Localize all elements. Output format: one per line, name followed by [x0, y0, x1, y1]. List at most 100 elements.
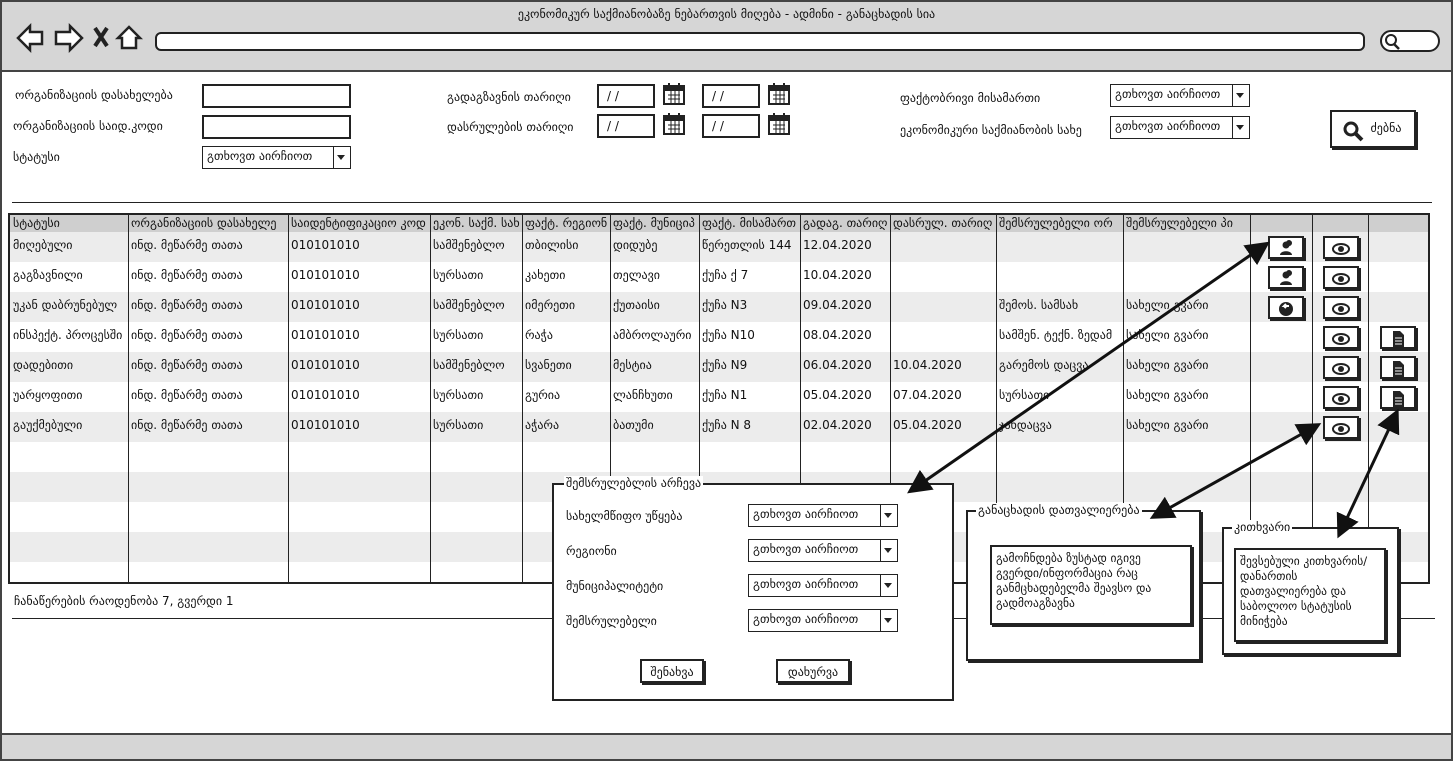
- table-cell: ქუჩა N10: [702, 328, 755, 342]
- eye-button[interactable]: [1323, 296, 1359, 319]
- person-button[interactable]: [1268, 236, 1304, 259]
- column-header: დასრულ. თარიღ: [893, 216, 993, 230]
- note-text: გამოჩნდება ზუსტად იგივე გვერდი/ინფორმაცი…: [990, 545, 1192, 625]
- table-cell: 010101010: [291, 298, 360, 312]
- calendar-icon[interactable]: [768, 83, 790, 105]
- table-cell: 08.04.2020: [803, 328, 872, 342]
- table-cell: სამშენ. ტექნ. ზედამ: [999, 328, 1113, 342]
- calendar-icon[interactable]: [663, 113, 685, 135]
- table-cell: სახელი გვარი: [1126, 418, 1209, 432]
- table-cell: 010101010: [291, 238, 360, 252]
- close-button[interactable]: დახურვა: [776, 659, 850, 683]
- doc-button[interactable]: [1380, 386, 1416, 409]
- date-input[interactable]: / /: [597, 84, 655, 108]
- date-input[interactable]: / /: [702, 84, 760, 108]
- person-button[interactable]: [1268, 266, 1304, 289]
- calendar-icon[interactable]: [768, 113, 790, 135]
- search-button[interactable]: ძებნა: [1330, 110, 1416, 148]
- table-cell: ინდ. მეწარმე თათა: [131, 268, 243, 282]
- dropdown-arrow: [1232, 117, 1249, 138]
- eye-button[interactable]: [1323, 266, 1359, 289]
- table-cell: 010101010: [291, 418, 360, 432]
- table-cell: სამშენებლო: [433, 298, 505, 312]
- select[interactable]: გთხოვთ აირჩიოთ: [748, 574, 898, 597]
- table-cell: ჯანდაცვა: [999, 418, 1052, 432]
- select[interactable]: გთხოვთ აირჩიოთ: [748, 504, 898, 527]
- table-cell: 07.04.2020: [893, 388, 962, 402]
- table-cell: დიდუბე: [613, 238, 658, 252]
- table-header: [10, 215, 1428, 232]
- table-cell: 10.04.2020: [803, 268, 872, 282]
- column-line: [610, 215, 611, 582]
- column-line: [699, 215, 700, 582]
- column-line: [522, 215, 523, 582]
- date-input[interactable]: / /: [702, 114, 760, 138]
- table-cell: 05.04.2020: [803, 388, 872, 402]
- filter-label: ფაქტობრივი მისამართი: [900, 91, 1041, 105]
- table-cell: სამშენებლო: [433, 358, 505, 372]
- filter-label: ორგანიზაციის დასახელება: [15, 88, 173, 102]
- table-cell: დადებითი: [13, 358, 74, 372]
- table-cell: მესტია: [613, 358, 652, 372]
- table-cell: 010101010: [291, 268, 360, 282]
- table-cell: 05.04.2020: [893, 418, 962, 432]
- table-cell: 09.04.2020: [803, 298, 872, 312]
- table-cell: ქუჩა N1: [702, 388, 748, 402]
- button-label: ძებნა: [1370, 121, 1402, 135]
- select[interactable]: გთხოვთ აირჩიოთ: [1110, 116, 1250, 139]
- table-cell: სახელი გვარი: [1126, 388, 1209, 402]
- filter-label: გადაგზავნის თარიღი: [447, 90, 571, 104]
- table-cell: რაჭა: [525, 328, 553, 342]
- address-bar[interactable]: [155, 32, 1365, 51]
- eye-button[interactable]: [1323, 356, 1359, 379]
- table-cell: ქუჩა N 8: [702, 418, 752, 432]
- table-cell: სურსათი: [433, 328, 484, 342]
- select[interactable]: გთხოვთ აირჩიოთ: [202, 146, 351, 169]
- table-cell: გურია: [525, 388, 561, 402]
- table-cell: სურსათი: [433, 388, 484, 402]
- dropdown-arrow: [880, 575, 897, 596]
- eye-button[interactable]: [1323, 326, 1359, 349]
- nav-icons: [16, 22, 144, 54]
- text-input[interactable]: [202, 84, 351, 108]
- column-line: [128, 215, 129, 582]
- column-line: [288, 215, 289, 582]
- table-cell: სახელი გვარი: [1126, 358, 1209, 372]
- table-cell: ქუთაისი: [613, 298, 660, 312]
- separator: [12, 202, 1432, 203]
- table-cell: ინდ. მეწარმე თათა: [131, 298, 243, 312]
- table-cell: ინდ. მეწარმე თათა: [131, 418, 243, 432]
- note-text: შევსებული კითხვარის/დანართის დათვალიერებ…: [1234, 548, 1386, 642]
- select[interactable]: გთხოვთ აირჩიოთ: [748, 609, 898, 632]
- table-cell: სვანეთი: [525, 358, 572, 372]
- table-cell: შემოს. სამსახ: [999, 298, 1079, 312]
- eye-button[interactable]: [1323, 416, 1359, 439]
- eye-button[interactable]: [1323, 386, 1359, 409]
- doc-button[interactable]: [1380, 326, 1416, 349]
- date-input[interactable]: / /: [597, 114, 655, 138]
- column-line: [1312, 215, 1313, 582]
- dropdown-arrow: [880, 610, 897, 631]
- table-cell: 10.04.2020: [893, 358, 962, 372]
- select[interactable]: გთხოვთ აირჩიოთ: [748, 539, 898, 562]
- calendar-icon[interactable]: [663, 83, 685, 105]
- table-cell: უკან დაბრუნებულ: [13, 298, 118, 312]
- eye-button[interactable]: [1323, 236, 1359, 259]
- table-cell: კახეთი: [525, 268, 566, 282]
- select[interactable]: გთხოვთ აირჩიოთ: [1110, 84, 1250, 107]
- undo-button[interactable]: [1268, 296, 1304, 319]
- dropdown-arrow: [1232, 85, 1249, 106]
- table-cell: მიღებული: [13, 238, 73, 252]
- column-header: ფაქტ. მუნიციპ: [613, 216, 695, 230]
- table-cell: თბილისი: [525, 238, 579, 252]
- field-label: შემსრულებელი: [566, 614, 657, 628]
- save-button[interactable]: შენახვა: [640, 659, 704, 683]
- doc-button[interactable]: [1380, 356, 1416, 379]
- search-icon: [1385, 34, 1400, 50]
- window-title: ეკონომიკურ საქმიანობაზე ნებართვის მიღება…: [517, 7, 936, 21]
- text-input[interactable]: [202, 115, 351, 139]
- table-cell: სახელი გვარი: [1126, 298, 1209, 312]
- dropdown-arrow: [880, 505, 897, 526]
- table-cell: ბათუმი: [613, 418, 654, 432]
